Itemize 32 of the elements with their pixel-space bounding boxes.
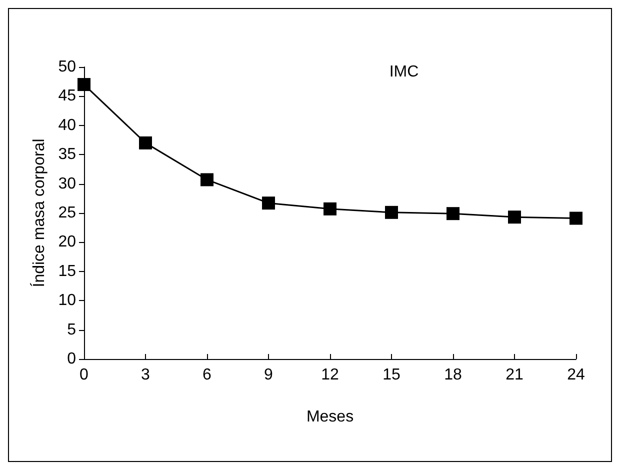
x-tick-label: 3 xyxy=(141,366,150,384)
point xyxy=(324,202,336,216)
y-tick-label: 10 xyxy=(58,292,76,310)
y-tick-label: 30 xyxy=(58,175,76,192)
chart-title: IMC xyxy=(389,64,419,80)
x-tick-label: 12 xyxy=(321,366,339,384)
y-tick-label: 25 xyxy=(58,204,76,222)
x-tick-label: 15 xyxy=(382,366,400,384)
x-tick-label: 9 xyxy=(264,366,274,384)
point xyxy=(139,136,152,150)
point xyxy=(262,196,275,210)
y-axis-title: Índice masa corporal xyxy=(30,138,48,288)
point xyxy=(385,206,398,219)
x-tick-label: 6 xyxy=(202,366,212,384)
y-tick-label: 40 xyxy=(58,116,76,134)
x-tick-label: 21 xyxy=(506,366,524,384)
x-tick-label: 0 xyxy=(80,366,89,384)
point xyxy=(446,207,460,220)
point xyxy=(200,173,214,186)
x-axis-title: Meses xyxy=(306,408,354,426)
y-tick-label: 0 xyxy=(67,350,76,368)
y-tick-label: 15 xyxy=(58,262,76,280)
y-tick-label: 20 xyxy=(58,234,76,251)
point xyxy=(78,78,90,92)
y-tick-label: 50 xyxy=(58,58,76,76)
x-tick-label: 24 xyxy=(567,366,585,384)
y-tick-label: 35 xyxy=(58,146,76,164)
y-tick-label: 5 xyxy=(67,321,76,338)
point xyxy=(508,210,521,224)
point xyxy=(570,212,582,225)
x-tick-label: 18 xyxy=(444,366,462,384)
y-tick-label: 45 xyxy=(58,88,76,105)
